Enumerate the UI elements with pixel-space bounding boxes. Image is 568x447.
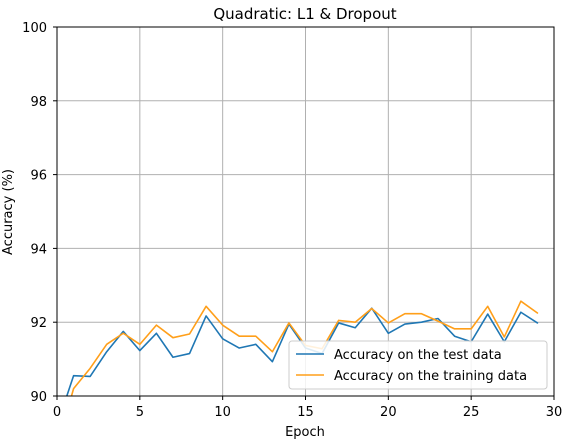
legend: Accuracy on the test data Accuracy on the…	[288, 340, 548, 390]
x-tick-label: 30	[546, 405, 563, 420]
y-tick-label: 94	[30, 242, 47, 257]
x-axis-label: Epoch	[285, 425, 325, 440]
y-axis-label: Accuracy (%)	[1, 169, 16, 255]
chart-title: Quadratic: L1 & Dropout	[213, 5, 396, 23]
y-tick-label: 90	[30, 390, 47, 405]
series-line-2	[70, 300, 539, 396]
y-tick-label: 100	[22, 21, 47, 36]
series-line-1	[65, 307, 539, 396]
legend-box	[288, 340, 548, 390]
y-tick-label: 96	[30, 169, 47, 184]
x-tick-label: 20	[380, 405, 397, 420]
x-tick-label: 0	[53, 405, 61, 420]
x-tick-label: 10	[214, 405, 231, 420]
x-axis-ticks: 0 5 10 15 20 25 30	[53, 396, 562, 420]
legend-label-2: Accuracy on the training data	[334, 369, 527, 384]
series-lines	[65, 300, 539, 396]
x-tick-label: 5	[136, 405, 144, 420]
x-tick-label: 15	[297, 405, 314, 420]
x-tick-label: 25	[463, 405, 480, 420]
y-axis-ticks: 90 92 94 96 98 100	[22, 21, 57, 405]
y-tick-label: 98	[30, 95, 47, 110]
y-tick-label: 92	[30, 316, 47, 331]
legend-label-1: Accuracy on the test data	[334, 348, 502, 363]
